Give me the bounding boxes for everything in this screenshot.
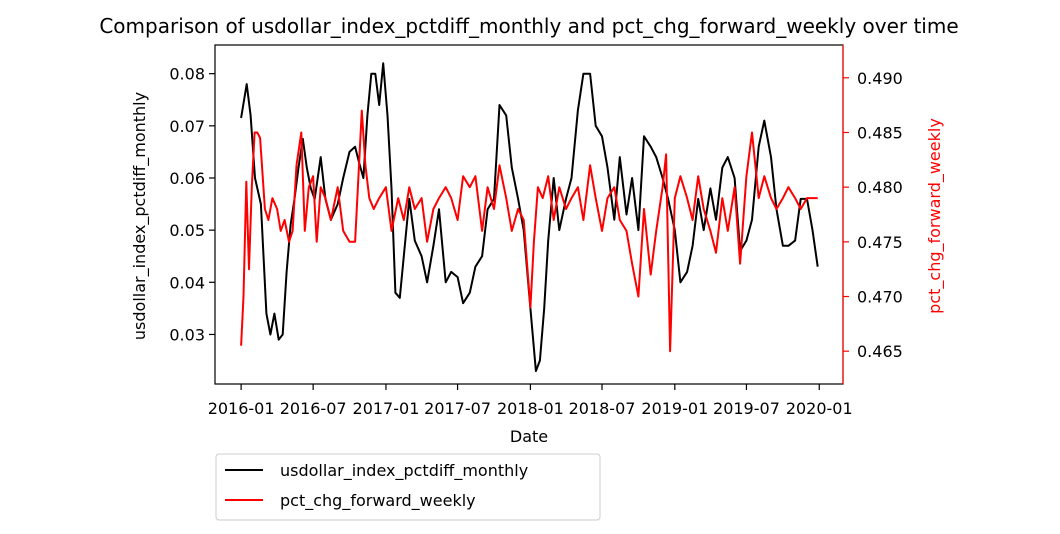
series-layer [240,62,819,372]
right-y-tick-label: 0.475 [857,233,903,252]
right-y-tick-label: 0.470 [857,288,903,307]
x-tick-label: 2019-07 [713,399,780,418]
legend-box [215,453,601,521]
plot-frame [214,44,844,385]
legend-label-usdollar: usdollar_index_pctdiff_monthly [280,461,528,481]
legend-label-pct-chg: pct_chg_forward_weekly [280,491,476,511]
x-tick-label: 2016-01 [208,399,275,418]
left-y-tick-label: 0.06 [169,169,205,188]
right-y-tick-label: 0.480 [857,178,903,197]
series-line-usdollar-index [240,62,819,372]
plot-area [214,44,844,385]
left-y-tick-label: 0.08 [169,65,205,84]
x-axis: 2016-01 2016-07 2017-01 2017-07 2018-01 2018-… [208,384,853,418]
right-y-axis-title: pct_chg_forward_weekly [925,118,945,314]
left-y-axis-title: usdollar_index_pctdiff_monthly [130,92,150,340]
left-y-axis: 0.03 0.04 0.05 0.06 0.07 0.08 [169,65,215,344]
left-y-tick-label: 0.03 [169,325,205,344]
left-y-tick-label: 0.07 [169,117,205,136]
x-tick-label: 2019-01 [641,399,708,418]
right-y-tick-label: 0.490 [857,69,903,88]
x-tick-label: 2017-07 [424,399,491,418]
x-axis-title: Date [510,427,548,446]
right-y-tick-label: 0.465 [857,342,903,361]
right-y-tick-label: 0.485 [857,123,903,142]
right-y-axis: 0.465 0.470 0.475 0.480 0.485 0.490 [842,45,903,384]
x-tick-label: 2020-01 [786,399,853,418]
series-line-pct-chg-forward [240,109,818,353]
left-y-tick-label: 0.05 [169,221,205,240]
x-tick-label: 2018-01 [497,399,564,418]
left-y-tick-label: 0.04 [169,273,205,292]
legend: usdollar_index_pctdiff_monthly pct_chg_f… [215,453,601,521]
x-tick-label: 2017-01 [353,399,420,418]
chart-title: Comparison of usdollar_index_pctdiff_mon… [99,14,958,38]
x-tick-label: 2018-07 [569,399,636,418]
x-tick-label: 2016-07 [280,399,347,418]
